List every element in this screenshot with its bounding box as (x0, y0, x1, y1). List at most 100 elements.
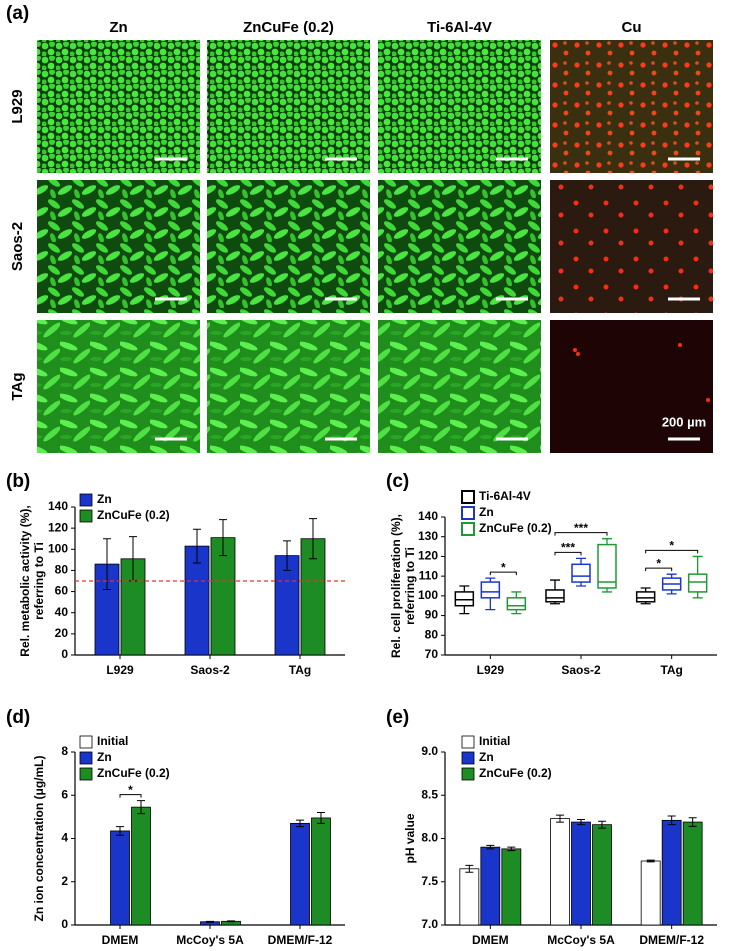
x-tick-label: DMEM (102, 933, 139, 947)
bar (571, 821, 591, 926)
x-tick-label: L929 (477, 663, 505, 677)
y-axis-label: Rel. cell proliferation (%), (389, 514, 403, 658)
x-tick-label: DMEM/F-12 (639, 933, 704, 947)
y-tick-label: 80 (55, 563, 69, 577)
legend-swatch (461, 522, 475, 536)
cell (706, 398, 710, 402)
y-axis-label: referring to Ti (32, 542, 46, 620)
legend-label: Initial (97, 734, 128, 748)
bar (184, 545, 210, 656)
legend-swatch (461, 751, 475, 765)
y-tick-label: 7.0 (421, 917, 438, 931)
legend-swatch (79, 767, 93, 781)
error-bar (667, 815, 676, 826)
y-tick-label: 100 (418, 588, 438, 602)
bar (480, 846, 501, 926)
bar (210, 537, 236, 656)
x-tick-label: Saos-2 (561, 663, 601, 677)
column-header: Cu (622, 19, 642, 36)
micrograph (550, 40, 713, 173)
y-tick-label: 80 (425, 627, 439, 641)
error-bar (219, 519, 227, 557)
legend-swatch (79, 509, 93, 523)
bar (592, 824, 612, 926)
y-tick-label: 4 (61, 831, 68, 845)
bar (459, 868, 480, 926)
significance-label: *** (574, 521, 588, 535)
significance-bracket (645, 549, 699, 554)
box (687, 573, 708, 593)
row-label: Saos-2 (9, 222, 26, 271)
column-header: Ti-6Al-4V (427, 19, 492, 36)
error-bar (116, 826, 124, 836)
legend-label: Initial (479, 734, 510, 748)
y-tick-label: 40 (55, 605, 69, 619)
y-tick-label: 8.5 (421, 787, 438, 801)
legend-label: ZnCuFe (0.2) (479, 521, 552, 535)
micrograph (37, 40, 200, 173)
error-bar (206, 920, 214, 923)
significance-label: * (656, 556, 661, 570)
y-tick-label: 140 (418, 509, 438, 523)
x-tick-label: DMEM/F-12 (268, 933, 333, 947)
panel-label: (d) (6, 707, 30, 728)
error-bar (283, 540, 291, 571)
cell (573, 348, 577, 352)
bar (550, 818, 570, 926)
micrograph (207, 180, 370, 313)
significance-bracket (645, 567, 673, 572)
micrograph (378, 180, 541, 313)
x-tick-label: Saos-2 (190, 663, 230, 677)
y-tick-label: 120 (418, 549, 438, 563)
error-bar (193, 528, 201, 564)
row-label: L929 (9, 89, 26, 123)
y-tick-label: 0 (61, 917, 68, 931)
micrograph (37, 180, 200, 313)
panel-label: (e) (386, 707, 409, 728)
error-bar (486, 844, 495, 850)
y-tick-label: 130 (418, 529, 438, 543)
micrograph (378, 320, 541, 453)
legend-label: ZnCuFe (0.2) (97, 508, 170, 522)
micrograph (378, 40, 541, 173)
y-tick-label: 70 (425, 647, 439, 661)
error-bar (309, 518, 317, 560)
bar (501, 848, 522, 926)
y-tick-label: 90 (425, 608, 439, 622)
legend-label: Ti-6Al-4V (479, 489, 531, 503)
significance-bracket (554, 551, 582, 556)
micrograph (207, 40, 370, 173)
x-tick-label: L929 (106, 663, 134, 677)
legend-label: Zn (479, 505, 494, 519)
error-bar (507, 846, 516, 852)
y-tick-label: 6 (61, 787, 68, 801)
legend-label: ZnCuFe (0.2) (97, 766, 170, 780)
bar (110, 830, 130, 926)
micrograph (37, 320, 200, 453)
legend-swatch (79, 493, 93, 507)
y-tick-label: 2 (61, 874, 68, 888)
scale-bar-label: 200 µm (662, 414, 706, 429)
box (597, 543, 617, 589)
legend-swatch (461, 506, 475, 520)
legend-swatch (461, 767, 475, 781)
row-label: TAg (9, 372, 26, 400)
y-tick-label: 0 (61, 647, 68, 661)
panel-label: (c) (386, 471, 409, 492)
legend-swatch (79, 751, 93, 765)
y-tick-label: 9.0 (421, 744, 438, 758)
bar (311, 817, 331, 926)
legend-swatch (461, 490, 475, 504)
error-bar (598, 820, 606, 829)
x-tick-label: TAg (660, 663, 682, 677)
micrograph (207, 320, 370, 453)
box (506, 597, 527, 611)
y-tick-label: 120 (48, 520, 68, 534)
error-bar (465, 864, 474, 873)
bar (682, 821, 703, 926)
cell (678, 343, 682, 347)
significance-label: *** (561, 541, 575, 555)
x-tick-label: McCoy's 5A (547, 933, 615, 947)
x-tick-label: TAg (289, 663, 311, 677)
